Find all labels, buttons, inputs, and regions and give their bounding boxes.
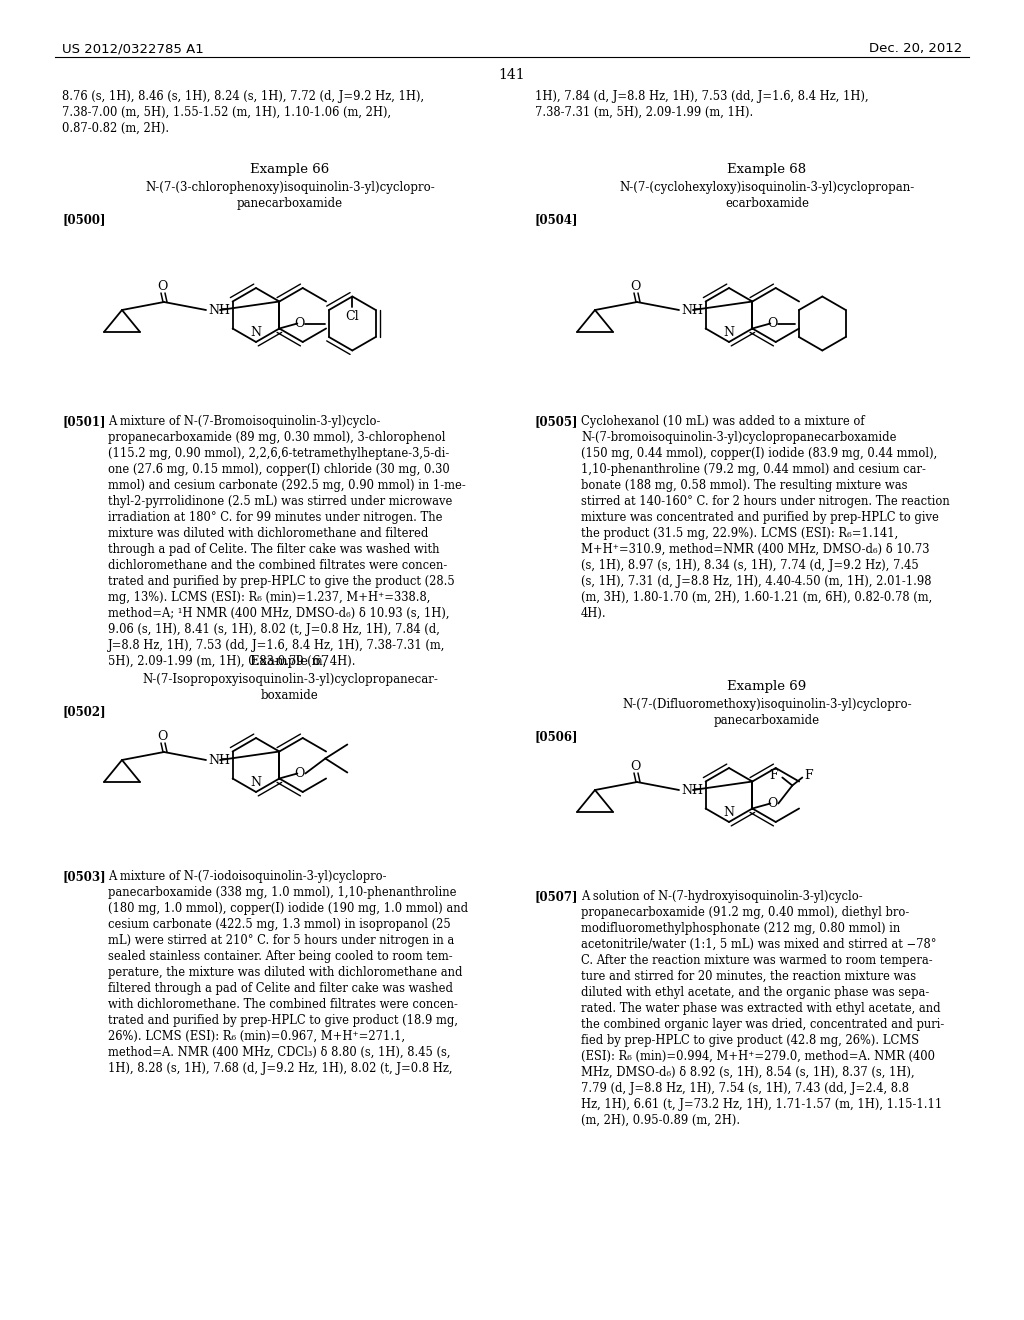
Text: NH: NH <box>208 305 230 318</box>
Text: 1H), 7.84 (d, J=8.8 Hz, 1H), 7.53 (dd, J=1.6, 8.4 Hz, 1H),
7.38-7.31 (m, 5H), 2.: 1H), 7.84 (d, J=8.8 Hz, 1H), 7.53 (dd, J… <box>535 90 868 119</box>
Text: O: O <box>157 730 167 742</box>
Text: [0502]: [0502] <box>62 705 105 718</box>
Text: Example 69: Example 69 <box>727 680 807 693</box>
Text: [0501]: [0501] <box>62 414 105 428</box>
Text: A mixture of N-(7-Bromoisoquinolin-3-yl)cyclo-
propanecarboxamide (89 mg, 0.30 m: A mixture of N-(7-Bromoisoquinolin-3-yl)… <box>108 414 466 668</box>
Text: N-(7-(3-chlorophenoxy)isoquinolin-3-yl)cyclopro-
panecarboxamide: N-(7-(3-chlorophenoxy)isoquinolin-3-yl)c… <box>145 181 435 210</box>
Text: Dec. 20, 2012: Dec. 20, 2012 <box>868 42 962 55</box>
Text: [0500]: [0500] <box>62 213 105 226</box>
Text: N-(7-Isopropoxyisoquinolin-3-yl)cyclopropanecar-
boxamide: N-(7-Isopropoxyisoquinolin-3-yl)cyclopro… <box>142 673 438 702</box>
Text: N: N <box>251 326 261 339</box>
Text: [0504]: [0504] <box>535 213 579 226</box>
Text: F: F <box>770 770 778 781</box>
Text: [0507]: [0507] <box>535 890 579 903</box>
Text: A solution of N-(7-hydroxyisoquinolin-3-yl)cyclo-
propanecarboxamide (91.2 mg, 0: A solution of N-(7-hydroxyisoquinolin-3-… <box>581 890 944 1127</box>
Text: Example 68: Example 68 <box>727 162 807 176</box>
Text: O: O <box>294 767 304 780</box>
Text: 141: 141 <box>499 69 525 82</box>
Text: O: O <box>767 797 777 810</box>
Text: US 2012/0322785 A1: US 2012/0322785 A1 <box>62 42 204 55</box>
Text: [0505]: [0505] <box>535 414 579 428</box>
Text: [0506]: [0506] <box>535 730 579 743</box>
Text: N-(7-(Difluoromethoxy)isoquinolin-3-yl)cyclopro-
panecarboxamide: N-(7-(Difluoromethoxy)isoquinolin-3-yl)c… <box>623 698 911 727</box>
Text: O: O <box>294 317 304 330</box>
Text: N: N <box>251 776 261 789</box>
Text: N: N <box>724 807 734 818</box>
Text: NH: NH <box>681 305 703 318</box>
Text: [0503]: [0503] <box>62 870 105 883</box>
Text: O: O <box>767 317 777 330</box>
Text: Cl: Cl <box>345 309 359 322</box>
Text: Example 67: Example 67 <box>251 655 330 668</box>
Text: N-(7-(cyclohexyloxy)isoquinolin-3-yl)cyclopropan-
ecarboxamide: N-(7-(cyclohexyloxy)isoquinolin-3-yl)cyc… <box>620 181 914 210</box>
Text: F: F <box>804 770 813 781</box>
Text: Example 66: Example 66 <box>251 162 330 176</box>
Text: N: N <box>724 326 734 339</box>
Text: NH: NH <box>208 755 230 767</box>
Text: Cyclohexanol (10 mL) was added to a mixture of
N-(7-bromoisoquinolin-3-yl)cyclop: Cyclohexanol (10 mL) was added to a mixt… <box>581 414 949 620</box>
Text: 8.76 (s, 1H), 8.46 (s, 1H), 8.24 (s, 1H), 7.72 (d, J=9.2 Hz, 1H),
7.38-7.00 (m, : 8.76 (s, 1H), 8.46 (s, 1H), 8.24 (s, 1H)… <box>62 90 424 135</box>
Text: O: O <box>630 280 640 293</box>
Text: O: O <box>630 759 640 772</box>
Text: A mixture of N-(7-iodoisoquinolin-3-yl)cyclopro-
panecarboxamide (338 mg, 1.0 mm: A mixture of N-(7-iodoisoquinolin-3-yl)c… <box>108 870 468 1074</box>
Text: NH: NH <box>681 784 703 797</box>
Text: O: O <box>157 280 167 293</box>
